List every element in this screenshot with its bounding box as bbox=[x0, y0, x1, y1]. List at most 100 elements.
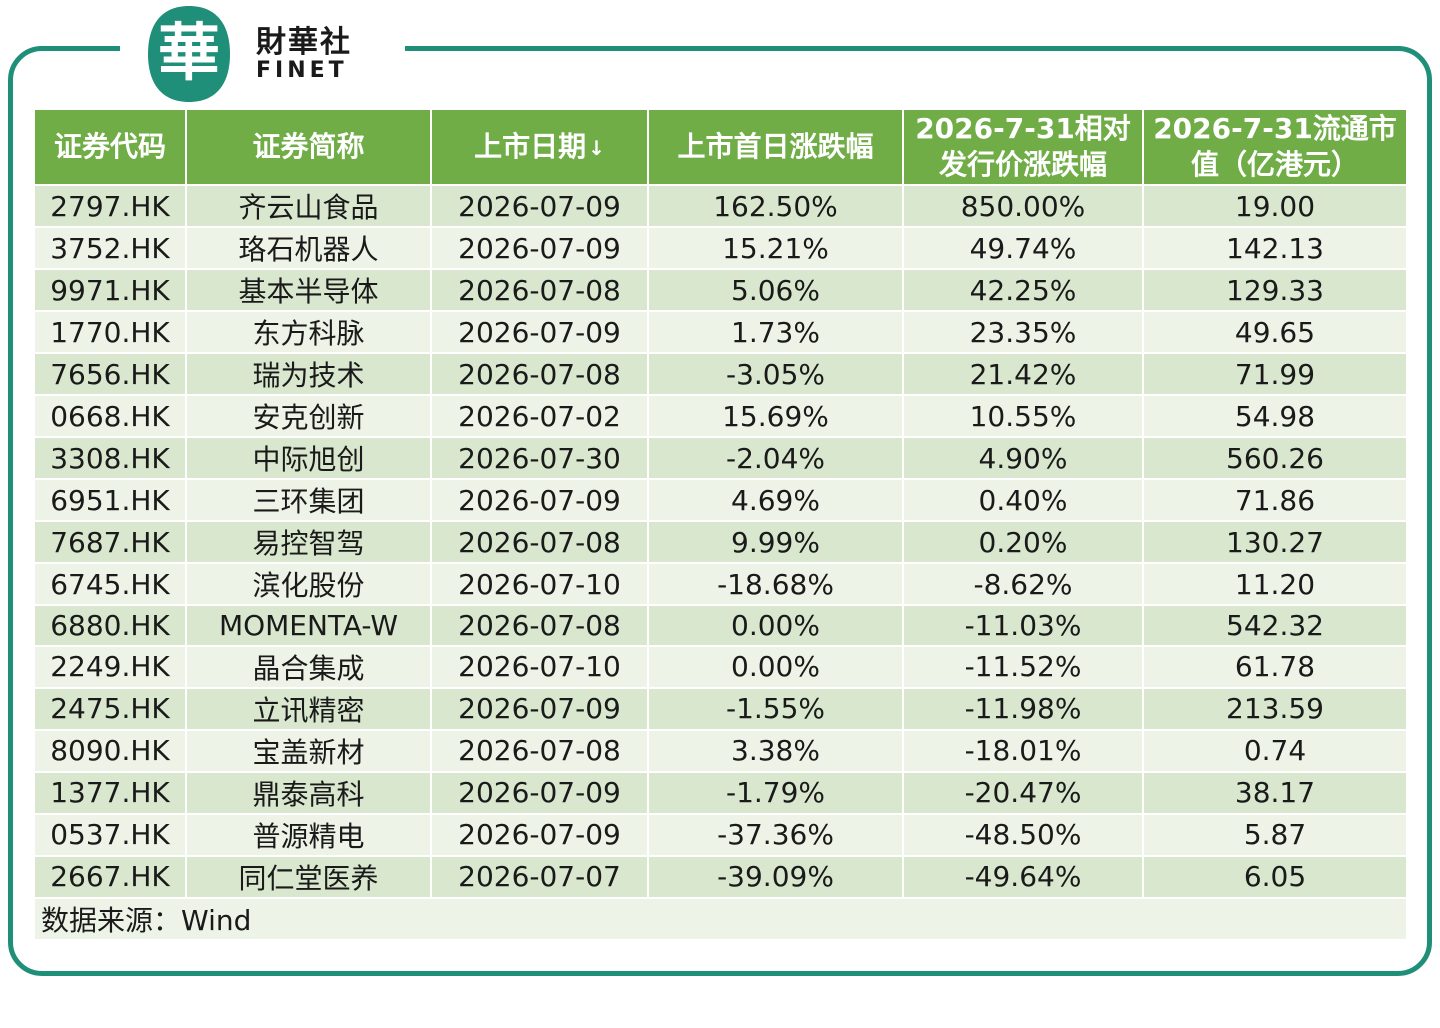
finet-logo-icon: 華 bbox=[148, 6, 230, 102]
table-row: 2475.HK 立讯精密 2026-07-09 -1.55% -11.98% 213.59 bbox=[35, 688, 1406, 731]
header-listing-date[interactable]: 上市日期 ↓ bbox=[432, 110, 649, 186]
cell-listing-date: 2026-07-08 bbox=[432, 730, 649, 773]
cell-name: 齐云山食品 bbox=[187, 186, 432, 228]
cell-name: 滨化股份 bbox=[187, 564, 432, 606]
cell-first-day-change: 0.00% bbox=[649, 646, 904, 689]
cell-first-day-change: 15.21% bbox=[649, 228, 904, 270]
cell-first-day-change: 15.69% bbox=[649, 396, 904, 438]
cell-code: 9971.HK bbox=[35, 270, 187, 312]
cell-first-day-change: 5.06% bbox=[649, 270, 904, 312]
sort-down-icon[interactable]: ↓ bbox=[588, 135, 605, 160]
cell-name: 瑞为技术 bbox=[187, 354, 432, 396]
cell-change-vs-offer: -18.01% bbox=[904, 730, 1144, 773]
cell-first-day-change: 0.00% bbox=[649, 606, 904, 647]
table-row: 7656.HK 瑞为技术 2026-07-08 -3.05% 21.42% 71.99 bbox=[35, 354, 1406, 396]
cell-code: 6880.HK bbox=[35, 606, 187, 647]
cell-float-mktcap: 71.86 bbox=[1144, 480, 1406, 522]
cell-listing-date: 2026-07-09 bbox=[432, 186, 649, 228]
cell-name: 鼎泰高科 bbox=[187, 772, 432, 815]
cell-float-mktcap: 6.05 bbox=[1144, 856, 1406, 899]
header-name[interactable]: 证券简称 bbox=[187, 110, 432, 186]
cell-change-vs-offer: -8.62% bbox=[904, 564, 1144, 606]
cell-change-vs-offer: -20.47% bbox=[904, 772, 1144, 815]
cell-code: 2667.HK bbox=[35, 856, 187, 899]
cell-code: 2797.HK bbox=[35, 186, 187, 228]
cell-listing-date: 2026-07-09 bbox=[432, 688, 649, 731]
table-row: 7687.HK 易控智驾 2026-07-08 9.99% 0.20% 130.27 bbox=[35, 522, 1406, 564]
cell-change-vs-offer: 23.35% bbox=[904, 312, 1144, 354]
cell-name: MOMENTA-W bbox=[187, 606, 432, 647]
cell-float-mktcap: 49.65 bbox=[1144, 312, 1406, 354]
header-code[interactable]: 证券代码 bbox=[35, 110, 187, 186]
header-first-day-change[interactable]: 上市首日涨跌幅 bbox=[649, 110, 904, 186]
cell-change-vs-offer: 10.55% bbox=[904, 396, 1144, 438]
cell-change-vs-offer: 4.90% bbox=[904, 438, 1144, 480]
cell-name: 珞石机器人 bbox=[187, 228, 432, 270]
cell-name: 东方科脉 bbox=[187, 312, 432, 354]
table-row: 2249.HK 晶合集成 2026-07-10 0.00% -11.52% 61.78 bbox=[35, 646, 1406, 689]
cell-change-vs-offer: -11.98% bbox=[904, 688, 1144, 731]
cell-name: 三环集团 bbox=[187, 480, 432, 522]
cell-listing-date: 2026-07-09 bbox=[432, 814, 649, 857]
cell-listing-date: 2026-07-08 bbox=[432, 270, 649, 312]
cell-float-mktcap: 542.32 bbox=[1144, 606, 1406, 647]
cell-code: 3308.HK bbox=[35, 438, 187, 480]
cell-listing-date: 2026-07-10 bbox=[432, 646, 649, 689]
cell-listing-date: 2026-07-09 bbox=[432, 772, 649, 815]
cell-change-vs-offer: -11.52% bbox=[904, 646, 1144, 689]
brand-name-cn: 財華社 bbox=[256, 25, 352, 60]
cell-code: 0668.HK bbox=[35, 396, 187, 438]
cell-float-mktcap: 129.33 bbox=[1144, 270, 1406, 312]
cell-listing-date: 2026-07-09 bbox=[432, 228, 649, 270]
cell-first-day-change: -39.09% bbox=[649, 856, 904, 899]
table-row: 1377.HK 鼎泰高科 2026-07-09 -1.79% -20.47% 38.17 bbox=[35, 772, 1406, 815]
header-change-vs-offer[interactable]: 2026-7-31相对发行价涨跌幅 bbox=[904, 110, 1144, 186]
cell-float-mktcap: 71.99 bbox=[1144, 354, 1406, 396]
cell-code: 7687.HK bbox=[35, 522, 187, 564]
cell-first-day-change: 3.38% bbox=[649, 730, 904, 773]
cell-float-mktcap: 5.87 bbox=[1144, 814, 1406, 857]
table-row: 2667.HK 同仁堂医养 2026-07-07 -39.09% -49.64% 6.05 bbox=[35, 856, 1406, 899]
cell-first-day-change: -18.68% bbox=[649, 564, 904, 606]
cell-first-day-change: -1.79% bbox=[649, 772, 904, 815]
cell-first-day-change: 162.50% bbox=[649, 186, 904, 228]
cell-first-day-change: -3.05% bbox=[649, 354, 904, 396]
cell-name: 易控智驾 bbox=[187, 522, 432, 564]
cell-change-vs-offer: 850.00% bbox=[904, 186, 1144, 228]
cell-code: 1377.HK bbox=[35, 772, 187, 815]
cell-float-mktcap: 38.17 bbox=[1144, 772, 1406, 815]
table-row: 8090.HK 宝盖新材 2026-07-08 3.38% -18.01% 0.74 bbox=[35, 730, 1406, 773]
cell-name: 晶合集成 bbox=[187, 646, 432, 689]
cell-listing-date: 2026-07-09 bbox=[432, 312, 649, 354]
cell-float-mktcap: 11.20 bbox=[1144, 564, 1406, 606]
table-row: 0668.HK 安克创新 2026-07-02 15.69% 10.55% 54.98 bbox=[35, 396, 1406, 438]
ipo-table: 证券代码 证券简称 上市日期 ↓ 上市首日涨跌幅 2026-7-31相对发行价涨跌… bbox=[35, 110, 1406, 941]
cell-name: 宝盖新材 bbox=[187, 730, 432, 773]
cell-name: 基本半导体 bbox=[187, 270, 432, 312]
cell-float-mktcap: 61.78 bbox=[1144, 646, 1406, 689]
cell-change-vs-offer: -11.03% bbox=[904, 606, 1144, 647]
table-row: 0537.HK 普源精电 2026-07-09 -37.36% -48.50% 5.87 bbox=[35, 814, 1406, 857]
cell-listing-date: 2026-07-10 bbox=[432, 564, 649, 606]
cell-change-vs-offer: -48.50% bbox=[904, 814, 1144, 857]
cell-change-vs-offer: 0.40% bbox=[904, 480, 1144, 522]
source-row: 数据来源：Wind bbox=[35, 898, 1406, 941]
cell-name: 立讯精密 bbox=[187, 688, 432, 731]
cell-float-mktcap: 142.13 bbox=[1144, 228, 1406, 270]
cell-code: 2249.HK bbox=[35, 646, 187, 689]
cell-listing-date: 2026-07-09 bbox=[432, 480, 649, 522]
cell-listing-date: 2026-07-08 bbox=[432, 354, 649, 396]
cell-float-mktcap: 560.26 bbox=[1144, 438, 1406, 480]
data-source-note: 数据来源：Wind bbox=[35, 898, 1406, 941]
cell-code: 8090.HK bbox=[35, 730, 187, 773]
cell-first-day-change: -37.36% bbox=[649, 814, 904, 857]
cell-code: 1770.HK bbox=[35, 312, 187, 354]
cell-first-day-change: 1.73% bbox=[649, 312, 904, 354]
cell-first-day-change: -1.55% bbox=[649, 688, 904, 731]
table-row: 6745.HK 滨化股份 2026-07-10 -18.68% -8.62% 11.20 bbox=[35, 564, 1406, 606]
finet-logo-mark: 華 bbox=[158, 16, 220, 89]
cell-code: 6951.HK bbox=[35, 480, 187, 522]
table-row: 2797.HK 齐云山食品 2026-07-09 162.50% 850.00% 19.0… bbox=[35, 186, 1406, 228]
header-float-mktcap[interactable]: 2026-7-31流通市值（亿港元） bbox=[1144, 110, 1406, 186]
cell-name: 同仁堂医养 bbox=[187, 856, 432, 899]
